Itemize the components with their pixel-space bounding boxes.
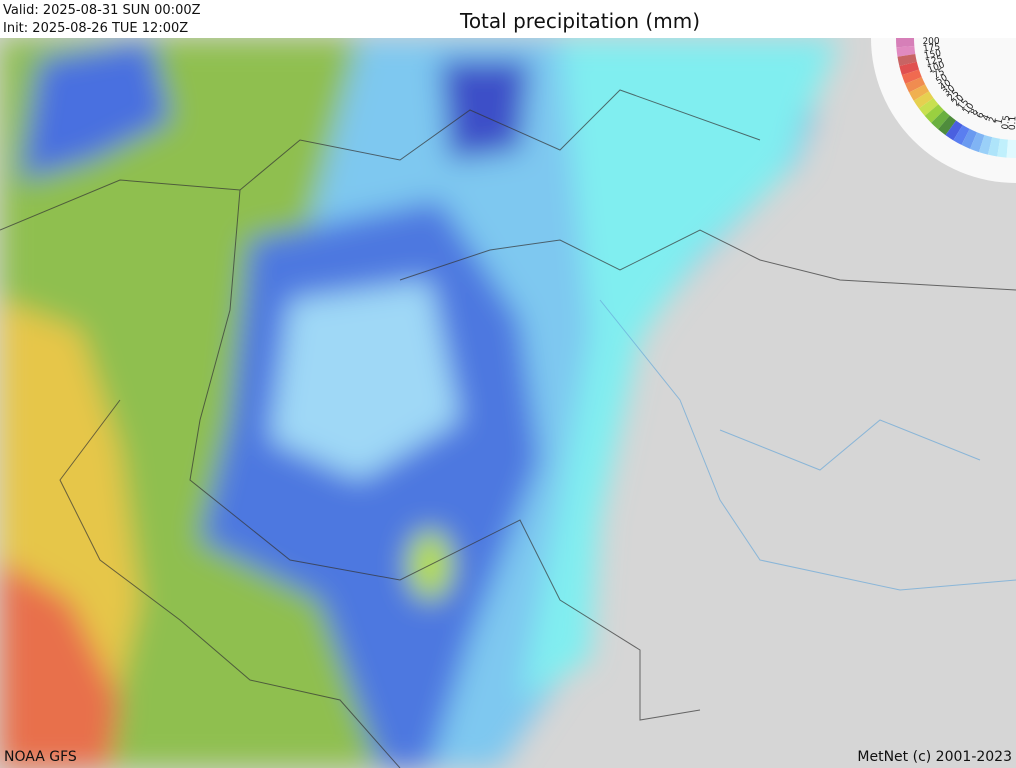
legend-swatch — [905, 77, 926, 93]
legend-label: 8 — [969, 107, 981, 117]
legend-swatch — [1006, 139, 1016, 158]
source: NOAA GFS — [4, 749, 77, 765]
valid-time: Valid: 2025-08-31 SUN 00:00Z — [3, 3, 201, 18]
legend-label: 0.5 — [1001, 115, 1013, 130]
init-time: Init: 2025-08-26 TUE 12:00Z — [3, 21, 188, 36]
legend-label: 150 — [923, 48, 942, 61]
legend-swatch — [899, 61, 919, 76]
legend-swatch — [909, 84, 930, 101]
legend-swatch — [918, 97, 939, 116]
legend-swatch — [961, 128, 977, 149]
credit: MetNet (c) 2001-2023 — [857, 749, 1012, 765]
precip-field — [0, 38, 840, 768]
legend-label: 200 — [922, 36, 940, 47]
legend-label: 125 — [925, 54, 944, 68]
legend-label: 50 — [935, 73, 950, 87]
legend-label: 4 — [981, 113, 992, 122]
legend-swatch — [901, 69, 922, 84]
legend-label: 1 — [994, 118, 1005, 126]
legend-label: 6 — [975, 110, 987, 120]
legend-swatch — [897, 53, 917, 67]
legend-swatch — [896, 38, 915, 48]
borders — [0, 89, 1016, 768]
legend-swatch — [997, 138, 1008, 158]
legend-swatch — [987, 137, 1001, 157]
legend-label: 2 — [988, 116, 999, 124]
legend-label: 175 — [923, 43, 941, 55]
rivers — [599, 299, 1016, 591]
legend-swatch — [953, 124, 970, 145]
legend-swatch — [924, 104, 944, 123]
legend-swatch — [896, 46, 916, 57]
legend-swatch — [978, 135, 993, 155]
legend-swatch — [931, 110, 950, 130]
legend: 2001751501251007550403025201510864210.50… — [871, 0, 1016, 183]
legend-swatch — [945, 120, 963, 141]
legend-swatch — [938, 115, 957, 136]
title: Total precipitation (mm) — [459, 9, 700, 33]
header-bar — [0, 0, 1016, 38]
legend-label: 75 — [932, 67, 947, 81]
legend-swatch — [913, 91, 934, 109]
legend-label: 0.1 — [1008, 116, 1016, 131]
legend-swatch — [970, 132, 985, 153]
